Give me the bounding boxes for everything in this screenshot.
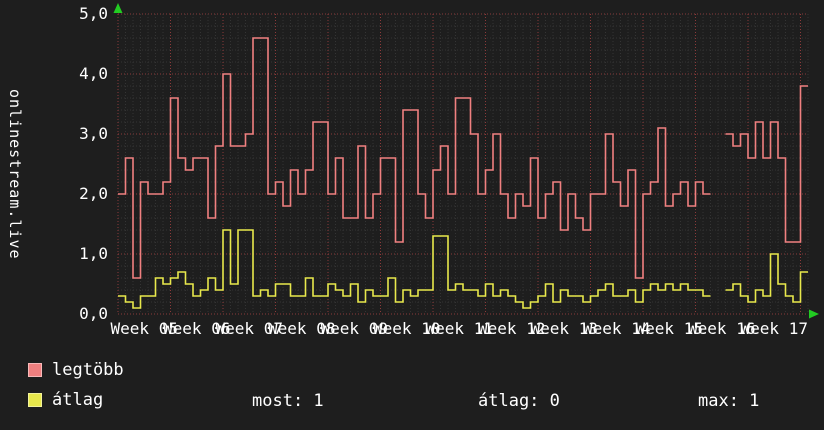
x-tick-label: Week 13	[530, 319, 598, 338]
x-tick-label: Week 06	[163, 319, 231, 338]
legend-label-atlag: átlag	[52, 390, 104, 410]
stat-most: most: 1	[252, 391, 324, 411]
legend-label-legtobb: legtöbb	[52, 360, 124, 380]
legend-row-atlag: átlag	[28, 390, 103, 410]
y-axis-title: onlinestream.live	[6, 88, 24, 260]
x-tick-label: Week 11	[425, 319, 493, 338]
x-tick-label: Week 08	[268, 319, 336, 338]
x-tick-label: Week 10	[373, 319, 441, 338]
y-tick-label: 2,0	[79, 184, 108, 203]
x-tick-label: Week 07	[215, 319, 283, 338]
legend-swatch-atlag	[28, 393, 42, 407]
x-tick-label: Week 09	[320, 319, 388, 338]
x-axis-labels: Week 05 Week 06 Week 07 Week 08 Week 09 Week …	[0, 319, 824, 341]
series-legtobb	[118, 37, 808, 279]
x-tick-label: Week 17	[740, 319, 808, 338]
y-tick-label: 5,0	[79, 4, 108, 23]
legend-swatch-legtobb	[28, 363, 42, 377]
x-tick-label: Week 05	[110, 319, 178, 338]
y-tick-label: 1,0	[79, 244, 108, 263]
y-tick-label: 3,0	[79, 124, 108, 143]
legend-row-legtobb: legtöbb	[28, 360, 124, 380]
stat-atlag: átlag: 0	[478, 391, 560, 411]
x-tick-label: Week 12	[478, 319, 546, 338]
x-tick-label: Week 16	[688, 319, 756, 338]
y-tick-label: 0,0	[79, 304, 108, 323]
x-axis-arrow-icon	[809, 309, 819, 319]
y-axis-arrow-icon	[113, 3, 123, 13]
series-atlag	[118, 229, 808, 309]
x-tick-label: Week 14	[583, 319, 651, 338]
x-tick-label: Week 15	[635, 319, 703, 338]
stat-max: max: 1	[698, 391, 760, 411]
y-tick-label: 4,0	[79, 64, 108, 83]
